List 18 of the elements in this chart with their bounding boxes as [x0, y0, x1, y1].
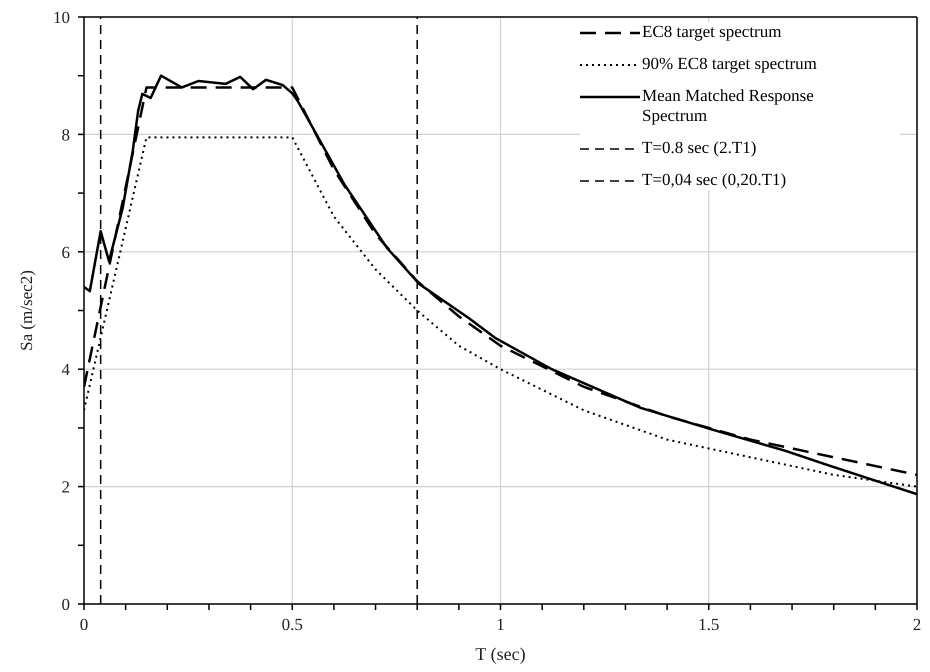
- y-tick-label: 0: [62, 595, 70, 614]
- x-tick-label: 1.5: [698, 615, 720, 634]
- y-tick-label: 6: [62, 242, 70, 262]
- y-tick-label: 8: [62, 125, 70, 144]
- legend-label: Mean Matched Response Spectrum: [642, 86, 815, 126]
- y-tick-label: 2: [62, 478, 70, 497]
- legend-label: T=0.8 sec (2.T1): [642, 138, 756, 158]
- x-tick-label: 0: [80, 615, 88, 634]
- x-axis-title: T (sec): [475, 644, 526, 664]
- x-tick-label: 0.5: [282, 615, 303, 634]
- y-tick-label: 4: [62, 360, 70, 380]
- legend-label: EC8 target spectrum: [642, 22, 782, 42]
- legend-label: 90% EC8 target spectrum: [642, 54, 817, 74]
- y-tick-label: 10: [53, 8, 70, 28]
- y-axis-title: Sa (m/sec2): [17, 270, 36, 351]
- legend-label: T=0,04 sec (0,20.T1): [642, 170, 786, 190]
- x-tick-label: 2: [912, 615, 922, 634]
- x-tick-label: 1: [496, 615, 505, 634]
